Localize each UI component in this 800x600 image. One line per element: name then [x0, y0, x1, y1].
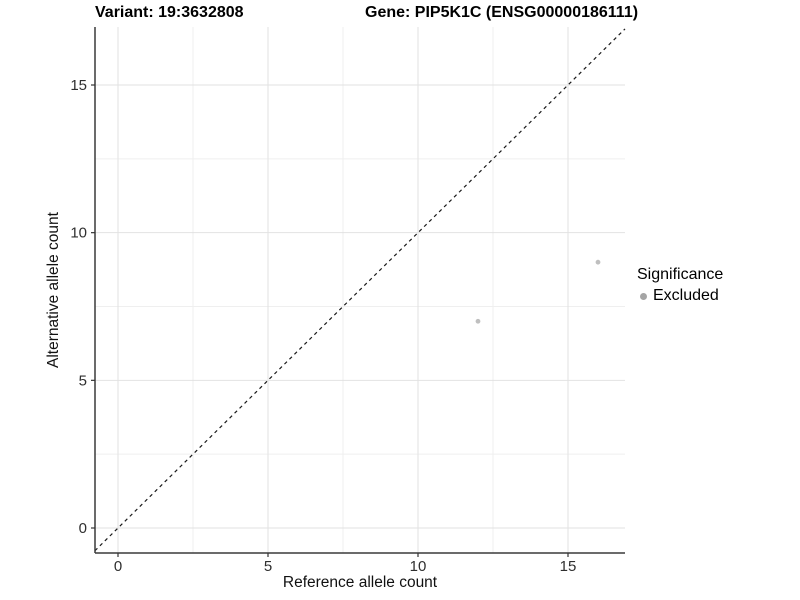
x-tick-label: 5 [264, 558, 272, 575]
y-axis-title: Alternative allele count [45, 212, 62, 368]
y-tick-label: 0 [79, 520, 87, 537]
x-tick-label: 0 [114, 558, 122, 575]
plot-title-variant: Variant: 19:3632808 [95, 4, 244, 21]
x-tick-label: 15 [560, 558, 577, 575]
x-tick-label: 10 [410, 558, 427, 575]
data-point [475, 318, 481, 324]
legend-item-label: Excluded [653, 287, 719, 304]
legend-title: Significance [637, 266, 724, 283]
data-point [595, 259, 601, 265]
y-tick-label: 5 [79, 372, 87, 389]
identity-line [94, 28, 626, 552]
legend: Significance Excluded [637, 266, 723, 305]
legend-item-excluded: Excluded [637, 287, 723, 305]
x-axis-title: Reference allele count [282, 574, 438, 591]
y-tick-label: 15 [70, 77, 87, 94]
plot-title-gene: Gene: PIP5K1C (ENSG00000186111) [365, 4, 639, 21]
legend-key-dot-icon [640, 292, 647, 300]
y-tick-label: 10 [70, 225, 87, 242]
